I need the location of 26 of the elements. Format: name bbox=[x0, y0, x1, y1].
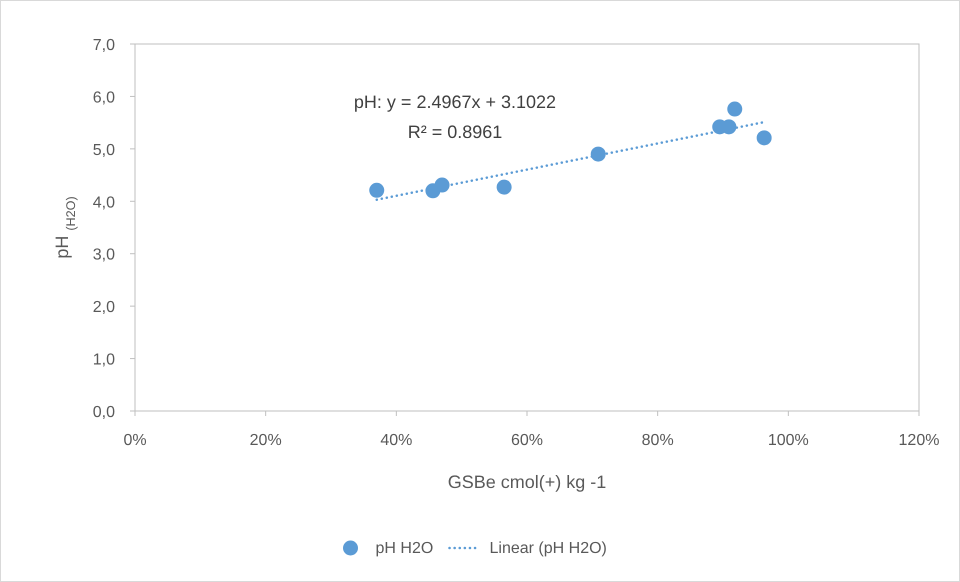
y-tick-label: 1,0 bbox=[92, 352, 116, 369]
point bbox=[434, 178, 450, 193]
x-tick-label: 60% bbox=[510, 432, 544, 449]
y-tick-label: 7,0 bbox=[92, 37, 116, 54]
x-tick-label: 40% bbox=[380, 432, 412, 449]
point bbox=[756, 130, 772, 146]
annotation: R² = 0.8961 bbox=[408, 122, 502, 142]
x-tick-label: 20% bbox=[250, 432, 282, 449]
x-tick-label: 80% bbox=[642, 432, 674, 449]
annotation: pH: y = 2.4967x + 3.1022 bbox=[354, 92, 556, 112]
x-tick-label: 0% bbox=[123, 432, 147, 449]
legend-label: pH H2O bbox=[376, 540, 434, 557]
y-tick-label: 0,0 bbox=[92, 404, 116, 421]
x-tick-label: 100% bbox=[768, 432, 809, 449]
y-tick-label: 4,0 bbox=[92, 194, 116, 212]
point bbox=[496, 180, 512, 195]
point bbox=[590, 146, 606, 162]
y-tick-label: 3,0 bbox=[92, 246, 116, 264]
y-tick-label: 2,0 bbox=[92, 299, 116, 316]
x-tick-label: 120% bbox=[898, 432, 940, 449]
point bbox=[727, 102, 742, 117]
y-tick-label: 6,0 bbox=[92, 89, 116, 106]
x-axis-title: GSBe cmol(+) kg -1 bbox=[448, 472, 606, 492]
legend-label: Linear (pH H2O) bbox=[490, 540, 607, 557]
y-tick-label: 5,0 bbox=[92, 142, 116, 159]
point bbox=[369, 182, 384, 198]
